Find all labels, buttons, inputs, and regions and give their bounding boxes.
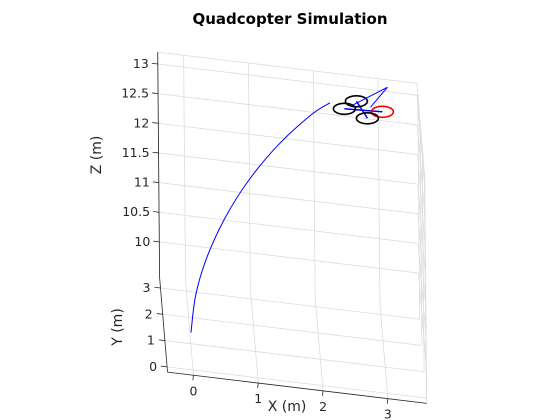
x-tick-label: 2 <box>319 399 327 414</box>
floor-grid-x-1 <box>249 288 259 384</box>
x-tick-mark-0 <box>192 375 194 381</box>
z-tick-mark-2 <box>152 181 159 183</box>
back-wall-grid-z-1 <box>159 211 419 244</box>
floor-grid-y-2 <box>162 313 422 346</box>
back-wall-grid-z-5 <box>158 93 418 126</box>
back-wall-grid-x-2 <box>312 70 316 297</box>
quad-rotor-2 <box>344 94 369 108</box>
back-wall-grid-z-6 <box>157 63 418 96</box>
quad-heading-line <box>370 86 388 108</box>
z-tick-label: 13 <box>133 56 149 71</box>
x-tick-mark-2 <box>322 390 324 396</box>
z-tick-mark-1 <box>153 211 160 213</box>
side-wall-grid-z-5 <box>416 124 426 220</box>
trajectory-line-0 <box>190 102 331 333</box>
back-wall-top-edge <box>157 51 417 84</box>
series-layer <box>190 102 331 333</box>
floor-grid-x-0 <box>185 280 194 376</box>
y-tick-mark-2 <box>156 313 163 315</box>
z-tick-label: 12.5 <box>121 86 149 101</box>
back-wall-grid-z-2 <box>158 182 419 215</box>
quad-arm-3 <box>361 109 369 119</box>
chart-title: Quadcopter Simulation <box>193 10 388 28</box>
quad-heading-line-2 <box>350 86 388 107</box>
back-wall-grid-x-1 <box>248 63 251 289</box>
z-axis-line <box>157 52 160 278</box>
side-wall-top-edge <box>416 83 426 179</box>
quad-rotor-3 <box>355 111 380 125</box>
y-tick-label: 0 <box>149 359 157 374</box>
z-tick-mark-5 <box>152 92 159 95</box>
y-tick-mark-1 <box>158 339 165 341</box>
x-tick-label: 0 <box>189 383 197 398</box>
floor-grid-x-3 <box>379 303 389 399</box>
z-tick-label: 12 <box>133 115 149 130</box>
z-tick-label: 11 <box>134 175 150 190</box>
z-tick-label: 10 <box>134 234 150 249</box>
z-tick-mark-0 <box>153 240 160 243</box>
y-tick-label: 1 <box>147 333 155 348</box>
back-wall-grid-z-4 <box>158 122 418 155</box>
y-tick-label: 2 <box>145 306 153 321</box>
x-axis-label: X (m) <box>268 399 307 415</box>
y-tick-mark-0 <box>161 365 168 368</box>
side-wall-grid-z-1 <box>417 243 427 339</box>
y-axis-label: Y (m) <box>110 308 126 347</box>
floor-grid-x-2 <box>314 296 324 391</box>
y-tick-label: 3 <box>143 280 151 295</box>
side-wall-grid-z-3 <box>417 184 427 279</box>
side-wall-grid-z-0 <box>418 273 427 368</box>
x-tick-label: 1 <box>254 391 262 406</box>
z-tick-mark-6 <box>151 62 158 65</box>
x-axis-line <box>167 371 427 404</box>
x-tick-label: 3 <box>384 407 392 420</box>
floor-grid-y-1 <box>164 340 425 373</box>
quad-rotor-0 <box>370 105 395 119</box>
back-wall-grid-z-0 <box>159 241 419 274</box>
z-tick-mark-3 <box>152 151 159 154</box>
y-axis-line <box>159 277 168 373</box>
z-tick-label: 11.5 <box>122 145 150 160</box>
quad-arm-0 <box>362 109 383 113</box>
floor-plane <box>159 277 427 404</box>
back-wall-grid-x-0 <box>183 55 186 281</box>
y-tick-mark-3 <box>154 286 161 289</box>
quad-rotor-1 <box>332 102 357 116</box>
side-wall-grid-z-6 <box>416 95 426 190</box>
side-wall-front-edge <box>424 177 428 404</box>
x-tick-mark-3 <box>386 398 389 404</box>
side-wall-grid-z-2 <box>417 213 427 309</box>
axes-layer <box>151 52 427 404</box>
floor-grid-y-0 <box>167 366 427 399</box>
z-tick-mark-4 <box>152 122 159 124</box>
back-wall-grid-z-3 <box>158 152 418 185</box>
quadcopter-model <box>332 86 395 125</box>
z-axis-label: Z (m) <box>89 136 105 175</box>
grid-layer <box>157 51 428 404</box>
back-wall-grid-x-3 <box>377 78 381 304</box>
x-tick-mark-1 <box>257 383 259 389</box>
z-tick-label: 10.5 <box>122 204 150 219</box>
side-wall-grid-z-4 <box>417 154 426 250</box>
quad-arm-1 <box>344 108 363 112</box>
floor-grid-y-3 <box>160 287 420 320</box>
